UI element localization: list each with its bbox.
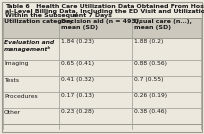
Text: Procedures: Procedures <box>4 94 38 98</box>
Bar <box>3 18 201 38</box>
Text: Other: Other <box>4 109 21 114</box>
Bar <box>3 60 201 76</box>
Text: Imaging: Imaging <box>4 62 29 66</box>
Text: Evaluation and
managementᵇ: Evaluation and managementᵇ <box>4 40 54 52</box>
Text: Utilization category: Utilization category <box>4 19 73 24</box>
Bar <box>3 108 201 124</box>
Text: Tests: Tests <box>4 77 19 83</box>
Bar <box>3 38 201 60</box>
Text: 1.84 (0.23): 1.84 (0.23) <box>61 40 94 44</box>
Text: Usual care (n…),
mean (SD): Usual care (n…), mean (SD) <box>134 19 192 30</box>
Text: 0.38 (0.46): 0.38 (0.46) <box>134 109 167 114</box>
Text: Decision aid (n = 493),
mean (SD): Decision aid (n = 493), mean (SD) <box>61 19 141 30</box>
Text: 0.26 (0.19): 0.26 (0.19) <box>134 94 167 98</box>
Bar <box>3 92 201 108</box>
Bar <box>3 76 201 92</box>
Text: 0.17 (0.13): 0.17 (0.13) <box>61 94 94 98</box>
Text: Within the Subsequent 7 Days: Within the Subsequent 7 Days <box>5 13 112 18</box>
Text: 0.88 (0.56): 0.88 (0.56) <box>134 62 167 66</box>
Text: 0.23 (0.28): 0.23 (0.28) <box>61 109 94 114</box>
Text: a: a <box>73 13 76 18</box>
Text: al-Level Billing Data, Including the ED Visit and Utilization: al-Level Billing Data, Including the ED … <box>5 8 204 14</box>
Text: 1.88 (0.2): 1.88 (0.2) <box>134 40 163 44</box>
Text: 0.7 (0.55): 0.7 (0.55) <box>134 77 163 83</box>
Text: 0.65 (0.41): 0.65 (0.41) <box>61 62 94 66</box>
Text: 0.41 (0.32): 0.41 (0.32) <box>61 77 94 83</box>
Text: Table 6   Health Care Utilization Data Obtained From Hospit-: Table 6 Health Care Utilization Data Obt… <box>5 4 204 9</box>
